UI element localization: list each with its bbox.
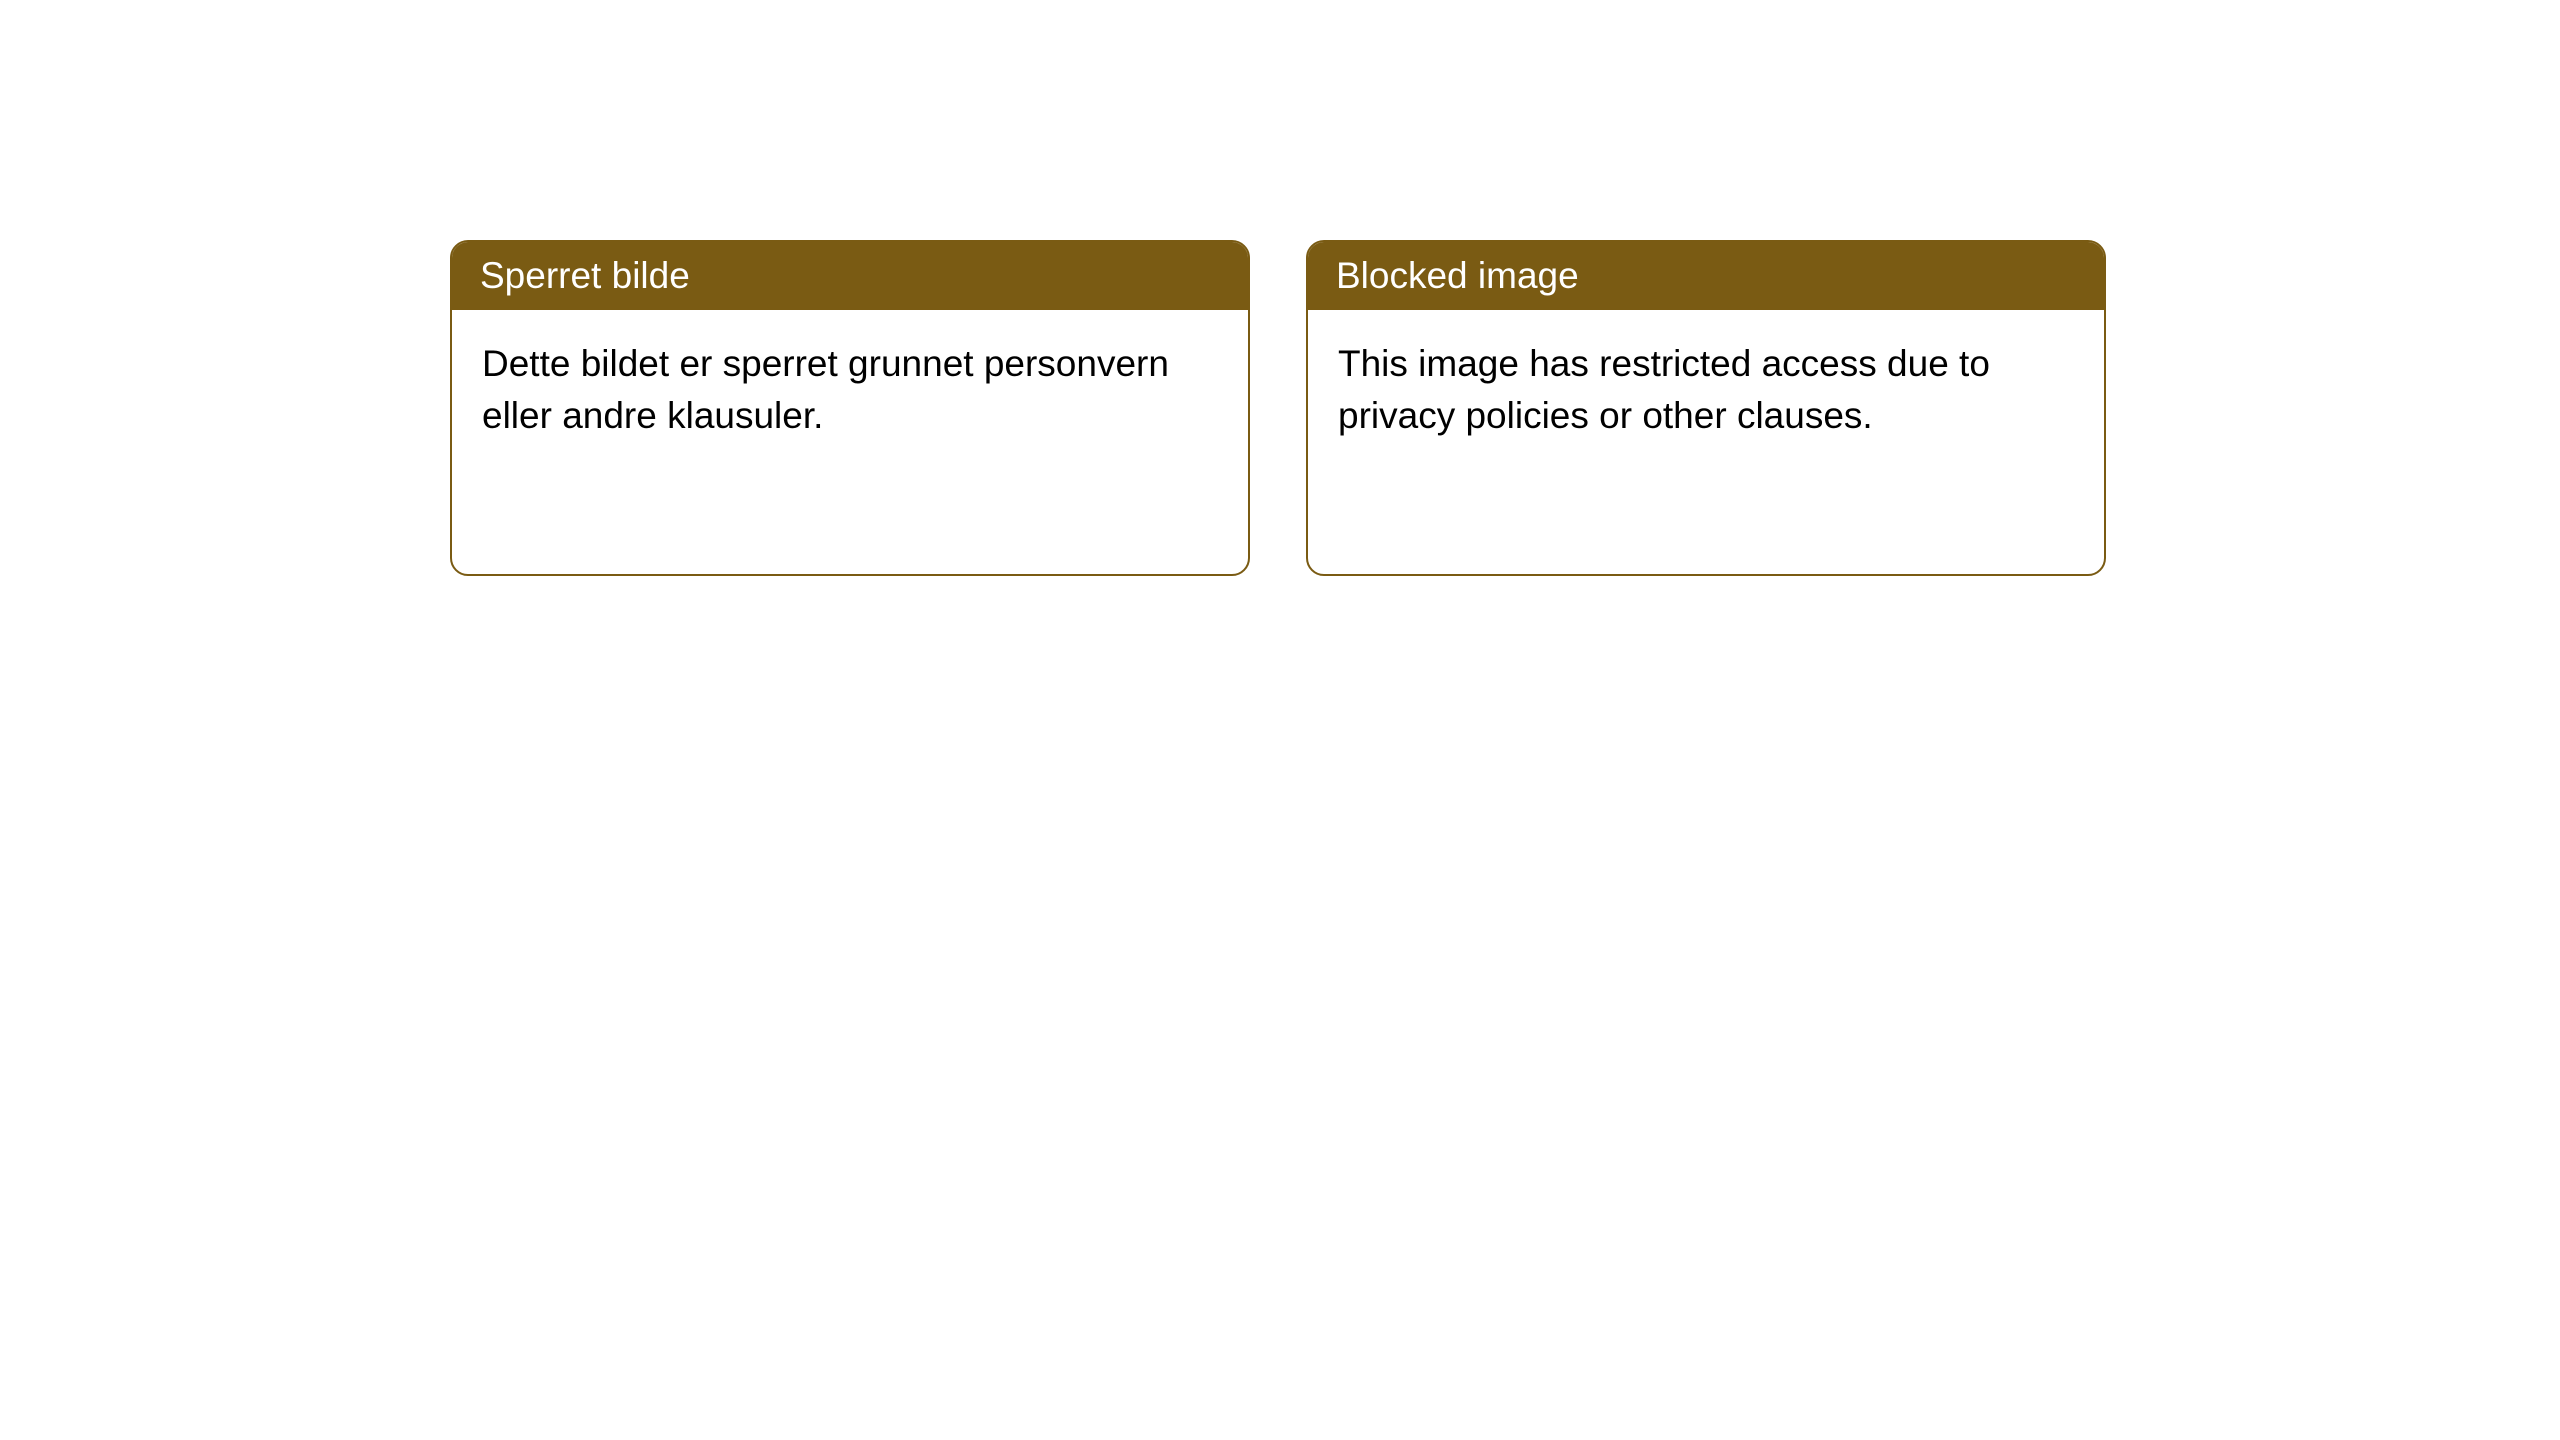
notice-title-english: Blocked image xyxy=(1336,255,1579,296)
notice-body-norwegian: Dette bildet er sperret grunnet personve… xyxy=(452,310,1248,470)
notice-card-norwegian: Sperret bilde Dette bildet er sperret gr… xyxy=(450,240,1250,576)
notice-title-norwegian: Sperret bilde xyxy=(480,255,690,296)
notice-header-norwegian: Sperret bilde xyxy=(452,242,1248,310)
notice-body-english: This image has restricted access due to … xyxy=(1308,310,2104,470)
notice-text-english: This image has restricted access due to … xyxy=(1338,343,1990,436)
notice-header-english: Blocked image xyxy=(1308,242,2104,310)
notice-card-english: Blocked image This image has restricted … xyxy=(1306,240,2106,576)
notice-cards-container: Sperret bilde Dette bildet er sperret gr… xyxy=(450,240,2106,576)
notice-text-norwegian: Dette bildet er sperret grunnet personve… xyxy=(482,343,1169,436)
